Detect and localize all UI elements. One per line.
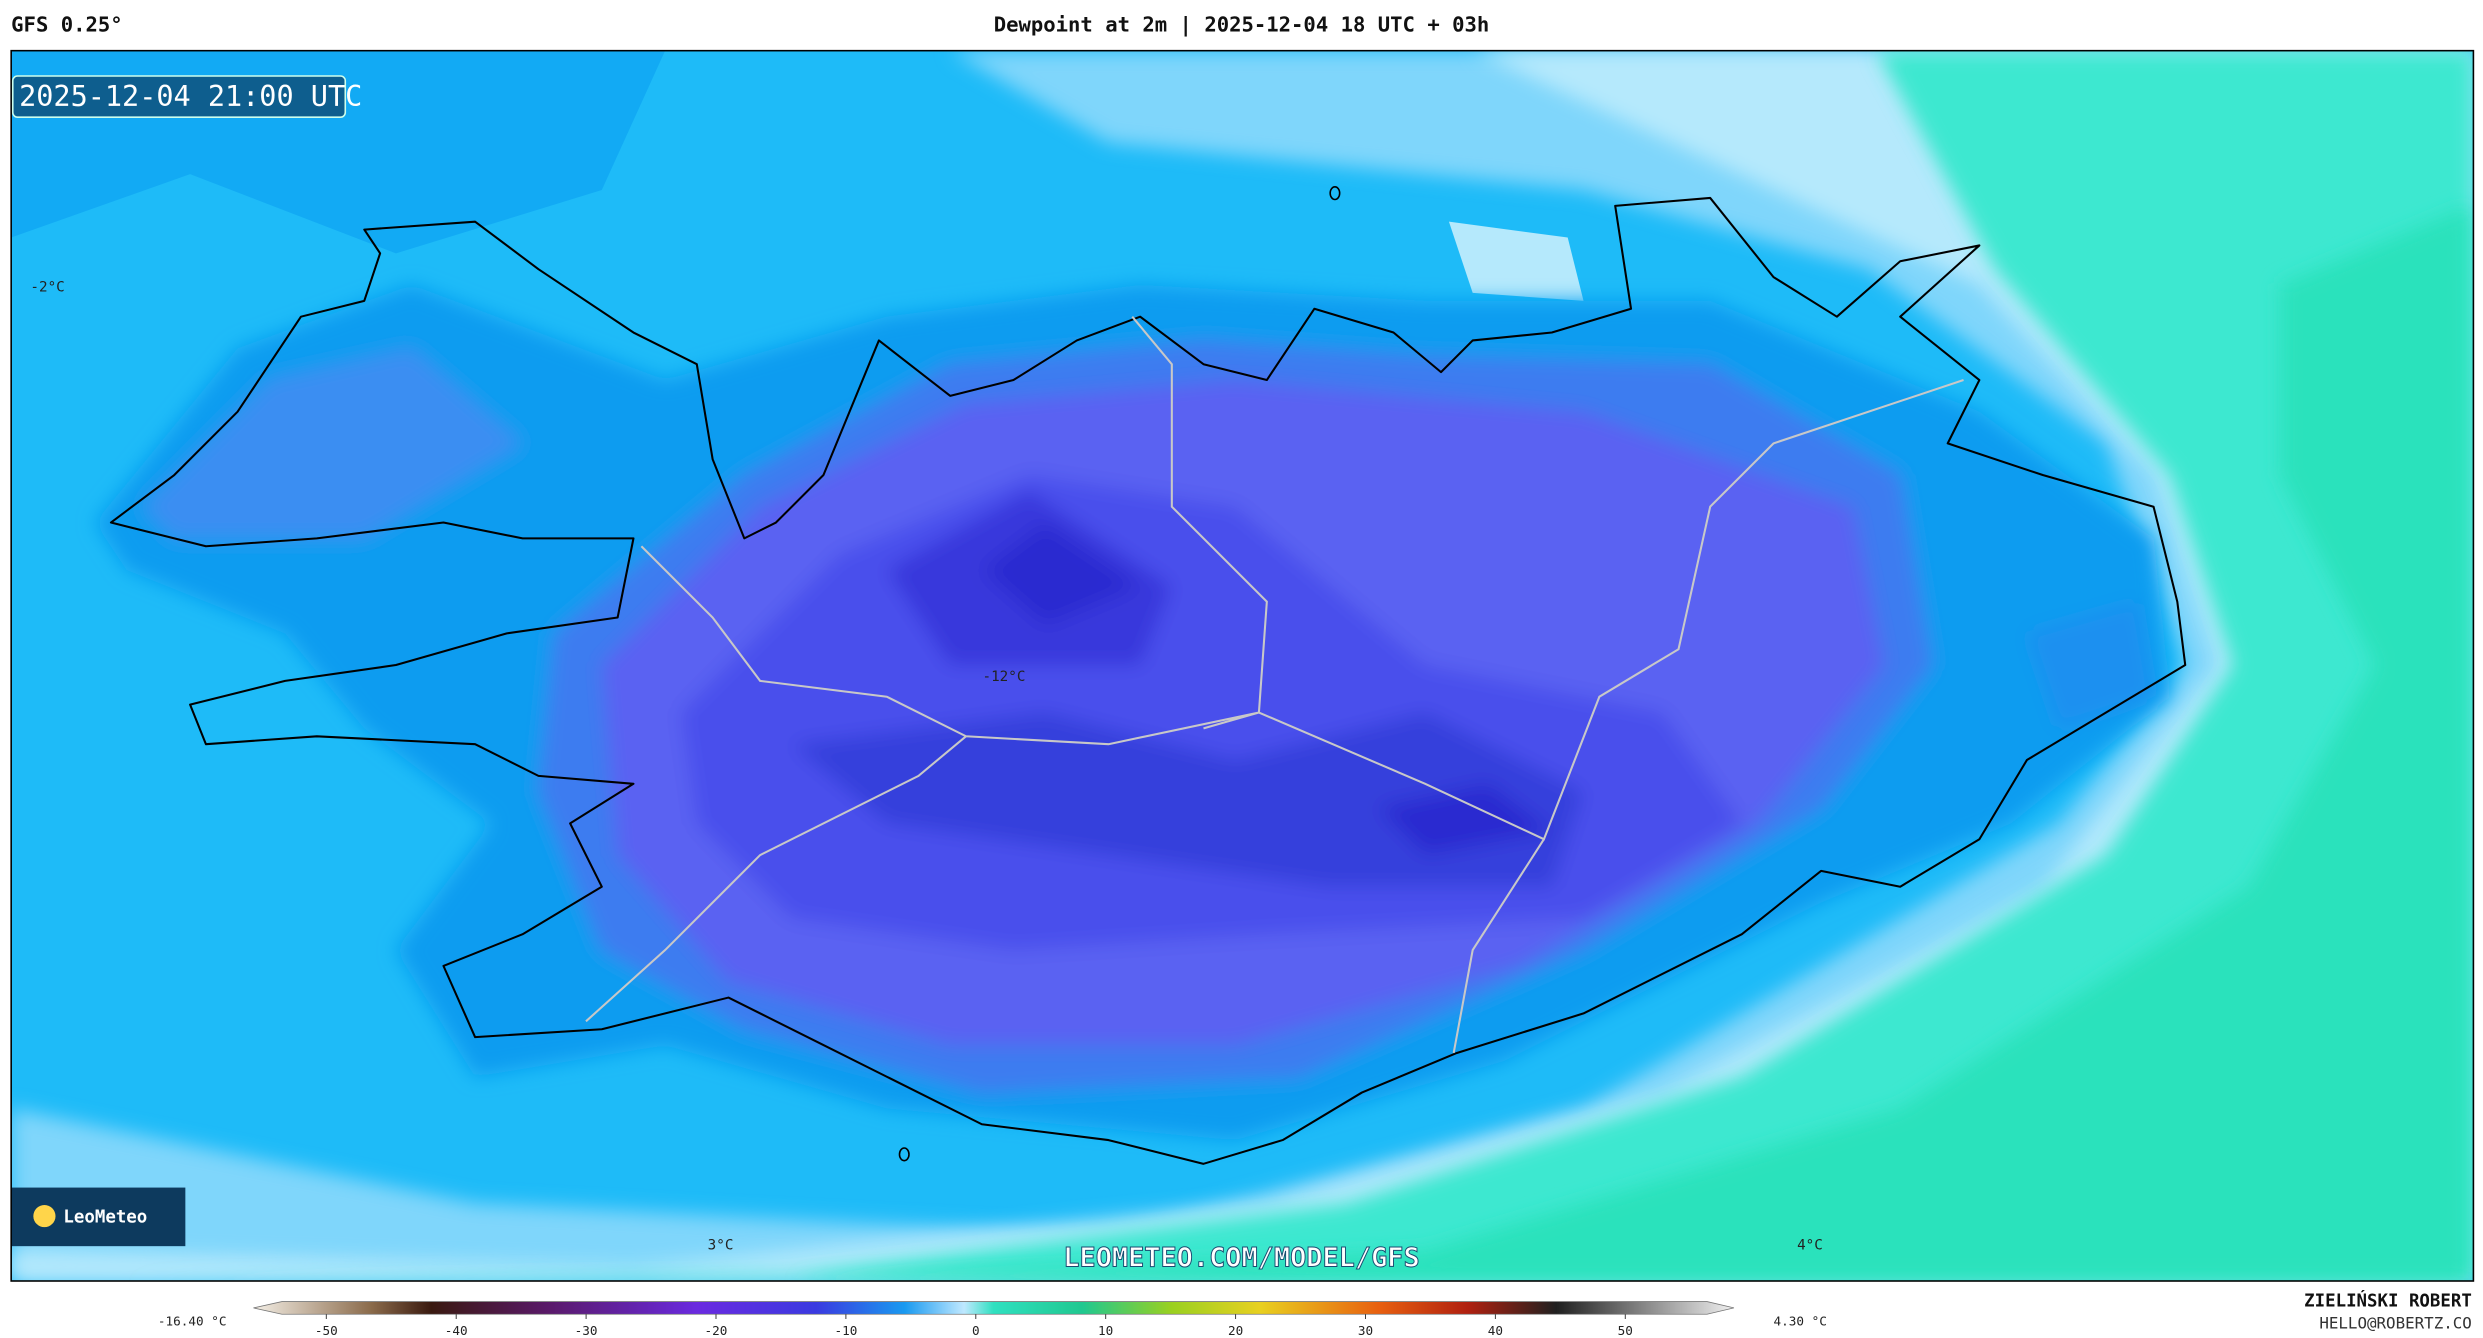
contour-label: 3°C <box>708 1237 734 1253</box>
region-border <box>585 316 1964 1054</box>
map-area: -2°C -12°C 3°C 4°C LeoMeteo LEOMETEO.COM/MO… <box>11 50 2474 1281</box>
colorbar-tick-label: 50 <box>1618 1323 1633 1338</box>
colorbar-tick-label: -10 <box>834 1323 857 1338</box>
watermark: LEOMETEO.COM/MODEL/GFS <box>1063 1243 1419 1274</box>
contour-fill <box>11 50 2474 1281</box>
logo-sun <box>33 1204 56 1228</box>
colorbar-ticks: -50 -40 -30 -20 -10 0 10 20 30 40 50 <box>315 1314 1633 1338</box>
map-labels: -2°C -12°C 3°C 4°C <box>30 279 1822 1253</box>
contour-label: -2°C <box>30 279 64 295</box>
colorbar-tick-label: -20 <box>705 1323 728 1338</box>
contour-fill <box>1448 221 1584 301</box>
author: ZIELIŃSKI ROBERT <box>2304 1289 2472 1311</box>
colorbar <box>253 1301 1735 1315</box>
contour-label: -12°C <box>983 669 1026 685</box>
contour-label: 4°C <box>1797 1237 1823 1253</box>
colorbar-tick-label: -40 <box>445 1323 468 1338</box>
colorbar-tick-label: 40 <box>1488 1323 1503 1338</box>
colorbar-tick-label: 30 <box>1358 1323 1373 1338</box>
coastline <box>109 196 2187 1165</box>
contour-fill <box>791 205 2471 1281</box>
colorbar-tick-label: 10 <box>1098 1323 1113 1338</box>
colorbar-tick-label: -50 <box>315 1323 338 1338</box>
time-box <box>11 75 347 118</box>
colorbar-tick-label: 0 <box>972 1323 980 1338</box>
colorbar-min: -16.40 °C <box>158 1313 227 1328</box>
logo-text: LeoMeteo <box>63 1207 147 1227</box>
model-name: GFS 0.25° <box>11 13 123 37</box>
inland-contours <box>95 285 2170 1141</box>
contact: HELLO@ROBERTZ.CO <box>2319 1313 2471 1332</box>
island <box>1329 186 1341 201</box>
valid-time: 2025-12-04 21:00 UTC <box>19 80 362 113</box>
map-title: Dewpoint at 2m | 2025-12-04 18 UTC + 03h <box>994 13 1490 38</box>
colorbar-max: 4.30 °C <box>1774 1313 1827 1328</box>
island <box>898 1147 910 1162</box>
colorbar-tick-label: 20 <box>1228 1323 1243 1338</box>
map-frame <box>10 49 2475 1282</box>
colorbar-tick-label: -30 <box>575 1323 598 1338</box>
